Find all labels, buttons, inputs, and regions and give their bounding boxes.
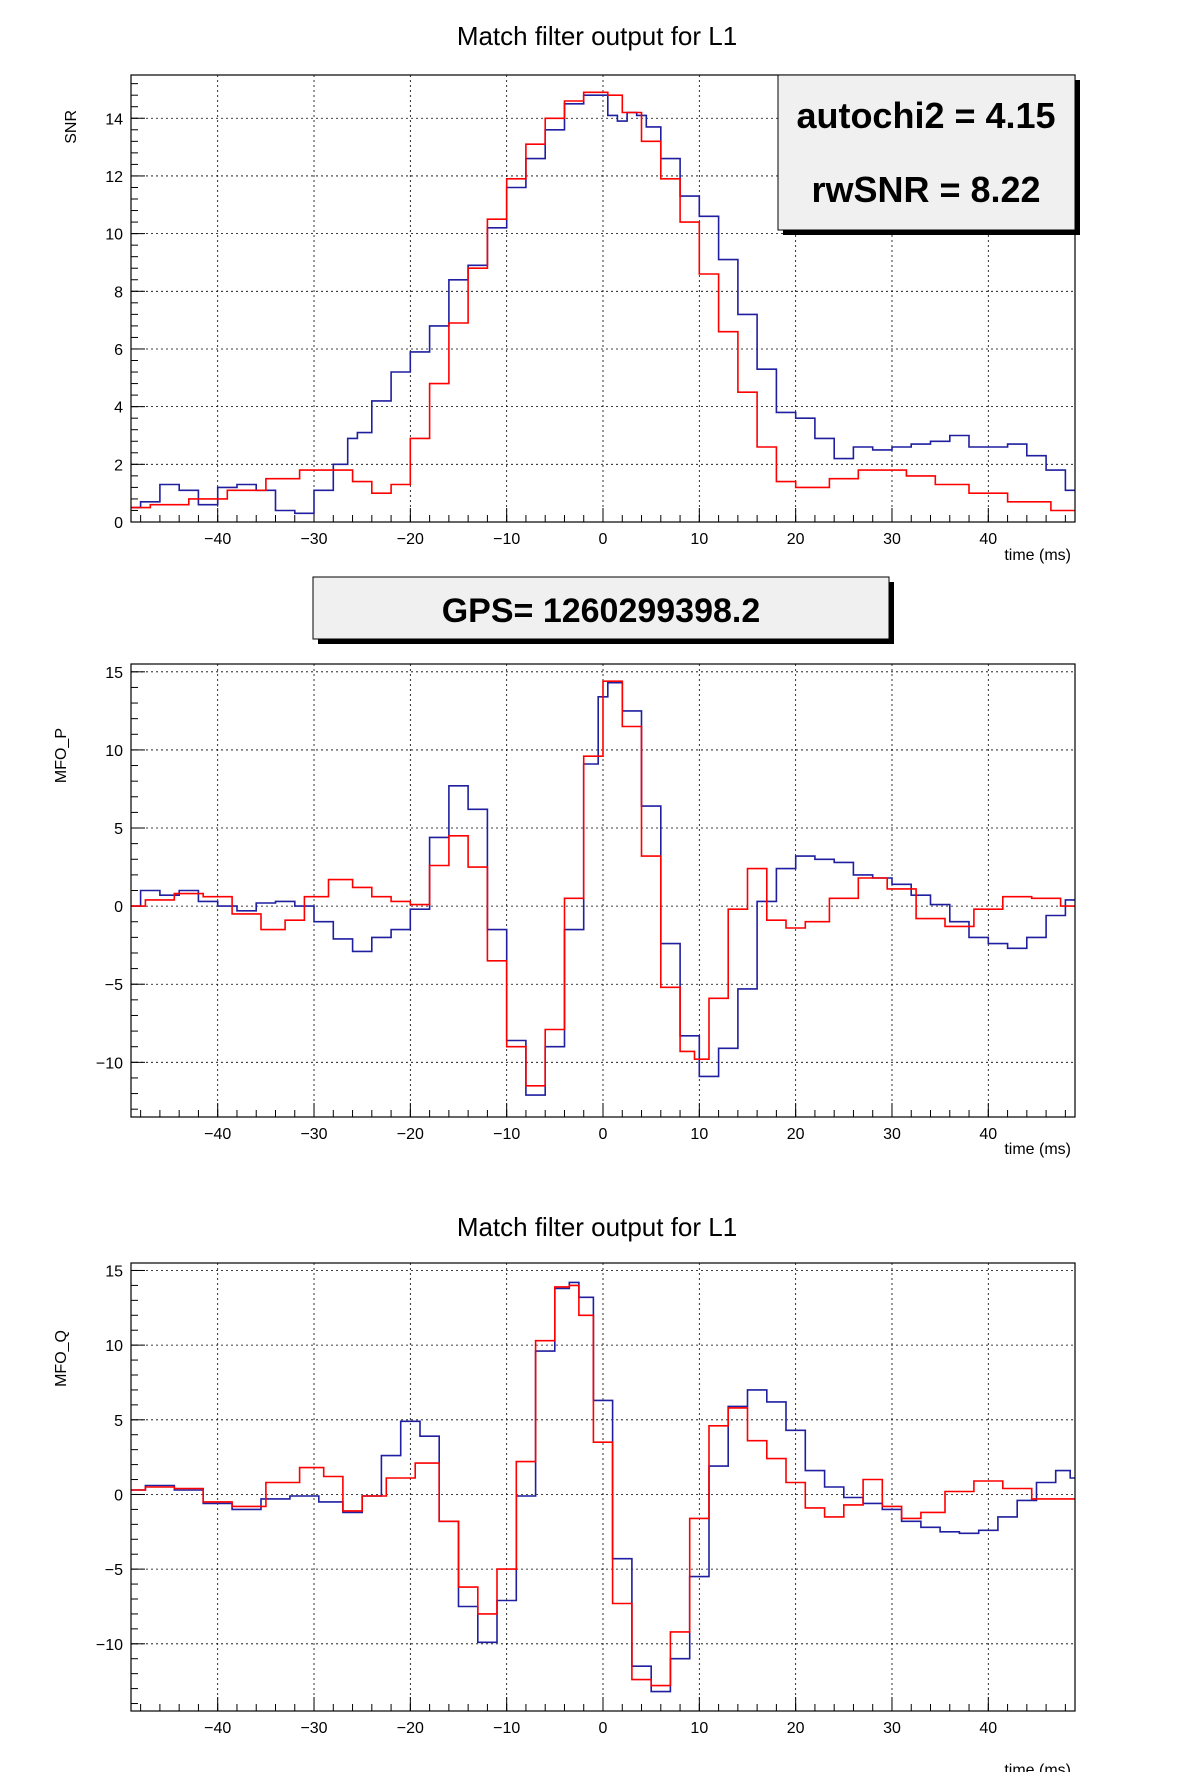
mfo-q-x-tick-label: −30 [300,1720,327,1737]
snr-y-tick-label: 6 [114,342,123,359]
snr-x-tick-label: 0 [599,531,608,548]
snr-y-tick-label: 12 [105,169,123,186]
snr-x-axis-label: time (ms) [1004,547,1071,564]
mfo-p-x-tick-label: 10 [690,1126,708,1143]
snr-x-tick-label: 20 [787,531,805,548]
mfo-q-y-tick-label: −5 [105,1562,123,1579]
snr-y-tick-label: 14 [105,111,123,128]
mfo-p-x-tick-label: −40 [204,1126,231,1143]
mfo-p-y-tick-label: 10 [105,743,123,760]
mfo-q-x-tick-label: 10 [690,1720,708,1737]
mfo-q-plot-area: −40 −30 −20 −10 0 10 20 30 40 −10 −5 0 5 10 15 [96,1262,1076,1737]
mfo-p-y-tick-label: 0 [114,899,123,916]
snr-y-tick-label: 8 [114,284,123,301]
mfo-q-y-tick-label: 0 [114,1487,123,1504]
mfo-p-x-tick-label: −10 [493,1126,520,1143]
mfo-q-x-tick-label: 20 [787,1720,805,1737]
snr-series-template-line [131,91,1075,512]
mfo-q-y-tick-label: 10 [105,1338,123,1355]
mfo-q-x-tick-label: 40 [979,1720,997,1737]
snr-y-tick-label: 0 [114,515,123,532]
mfo-q-x-tick-label: 0 [599,1720,608,1737]
mfo-p-x-tick-label: 0 [599,1126,608,1143]
snr-y-tick-label: 4 [114,400,123,417]
snr-x-tick-label: −20 [397,531,424,548]
snr-chart-title: Match filter output for L1 [457,21,737,51]
mfo-p-y-tick-label: 15 [105,665,123,682]
rwsnr-label: rwSNR = 8.22 [811,169,1040,210]
mfo-p-y-tick-label: −5 [105,977,123,994]
mfo-q-x-axis-label: time (ms) [1004,1762,1071,1772]
mfo-p-y-tick-label: −10 [96,1055,123,1072]
mfo-q-x-tick-label: −20 [397,1720,424,1737]
mfo-q-y-tick-label: 5 [114,1413,123,1430]
snr-x-tick-label: 30 [883,531,901,548]
mfo-q-y-axis-label: MFO_Q [53,1330,70,1387]
mfo-p-y-axis-label: MFO_P [53,728,70,783]
mfo-p-x-axis-label: time (ms) [1004,1141,1071,1158]
mfo-q-chart-title: Match filter output for L1 [457,1212,737,1242]
mfo-q-x-tick-label: −40 [204,1720,231,1737]
snr-y-tick-label: 10 [105,227,123,244]
gps-box: GPS= 1260299398.2 [312,576,894,644]
autochi2-label: autochi2 = 4.15 [796,95,1055,136]
snr-x-tick-label: −10 [493,531,520,548]
snr-x-tick-label: −30 [300,531,327,548]
mfo-p-x-tick-label: −30 [300,1126,327,1143]
mfo-q-series-template-line [131,1284,1075,1687]
mfo-q-plot-frame [130,1262,1076,1712]
mfo-p-series-template-line [131,680,1075,1087]
gps-box-frame [312,576,890,640]
mfo-p-x-tick-label: 20 [787,1126,805,1143]
gps-label: GPS= 1260299398.2 [442,592,761,630]
snr-series-data-line [131,94,1075,515]
stat-box: autochi2 = 4.15 rwSNR = 8.22 [777,74,1080,235]
snr-y-axis-label: SNR [63,110,80,144]
mfo-q-y-tick-label: −10 [96,1637,123,1654]
snr-y-tick-label: 2 [114,457,123,474]
snr-x-tick-label: −40 [204,531,231,548]
mfo-q-y-tick-label: 15 [105,1263,123,1280]
snr-x-tick-label: 10 [690,531,708,548]
stat-box-frame [777,74,1076,231]
mfo-p-x-tick-label: 40 [979,1126,997,1143]
mfo-p-y-tick-label: 5 [114,821,123,838]
mfo-p-plot-area: −40 −30 −20 −10 0 10 20 30 40 −10 −5 0 5 10 15 [96,663,1076,1143]
mfo-q-x-tick-label: 30 [883,1720,901,1737]
mfo-p-x-tick-label: −20 [397,1126,424,1143]
panel-mfo-q: Match filter output for L1 time (ms) MFO… [53,1212,1076,1777]
mfo-q-x-tick-label: −10 [493,1720,520,1737]
snr-x-tick-label: 40 [979,531,997,548]
panel-mfo-p: time (ms) MFO_P −40 −30 −20 −10 0 10 20 30 40 −10… [53,663,1076,1158]
mfo-p-x-tick-label: 30 [883,1126,901,1143]
mfo-p-plot-frame [130,663,1076,1118]
snr-plot-frame [130,74,1076,523]
